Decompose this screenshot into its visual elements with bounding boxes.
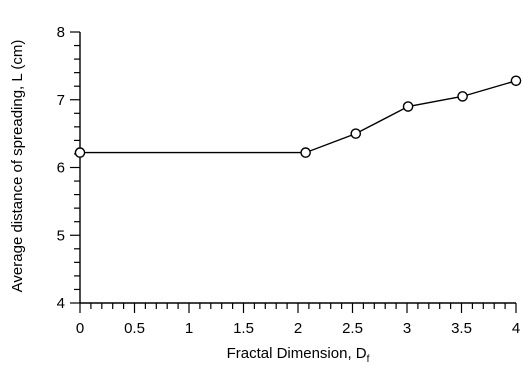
data-point bbox=[74, 147, 86, 158]
y-tick-label: 7 bbox=[57, 92, 65, 109]
data-point bbox=[350, 128, 362, 139]
y-tick-label: 4 bbox=[57, 295, 65, 312]
data-point bbox=[457, 91, 468, 102]
series-line bbox=[80, 80, 517, 154]
data-point bbox=[300, 147, 311, 158]
data-point bbox=[402, 101, 414, 112]
x-tick-label: 3.5 bbox=[451, 320, 472, 337]
chart-ticks bbox=[70, 31, 517, 313]
x-tick-label: 3 bbox=[403, 320, 411, 337]
chart-tick-labels: 0 0.5 1 1.5 2 2.5 3 3.5 4 4 5 6 7 8 bbox=[57, 24, 521, 337]
y-tick-label: 5 bbox=[57, 227, 65, 244]
chart-axes bbox=[79, 32, 516, 304]
x-tick-label: 0 bbox=[76, 320, 84, 337]
x-tick-label: 1.5 bbox=[233, 320, 254, 337]
y-tick-label: 8 bbox=[57, 24, 65, 41]
y-axis-title: Average distance of spreading, L (cm) bbox=[9, 40, 26, 293]
x-tick-label: 2.5 bbox=[342, 320, 363, 337]
x-axis-title-main: Fractal Dimension, D bbox=[227, 345, 367, 362]
x-axis-title: Fractal Dimension, Df bbox=[227, 345, 370, 365]
x-tick-label: 4 bbox=[512, 320, 520, 337]
x-tick-label: 2 bbox=[294, 320, 302, 337]
x-tick-label: 0.5 bbox=[124, 320, 145, 337]
x-tick-label: 1 bbox=[185, 320, 193, 337]
y-tick-label: 6 bbox=[57, 160, 65, 177]
chart-series bbox=[74, 75, 522, 158]
data-point bbox=[510, 75, 522, 87]
x-axis-title-subscript: f bbox=[367, 354, 370, 365]
